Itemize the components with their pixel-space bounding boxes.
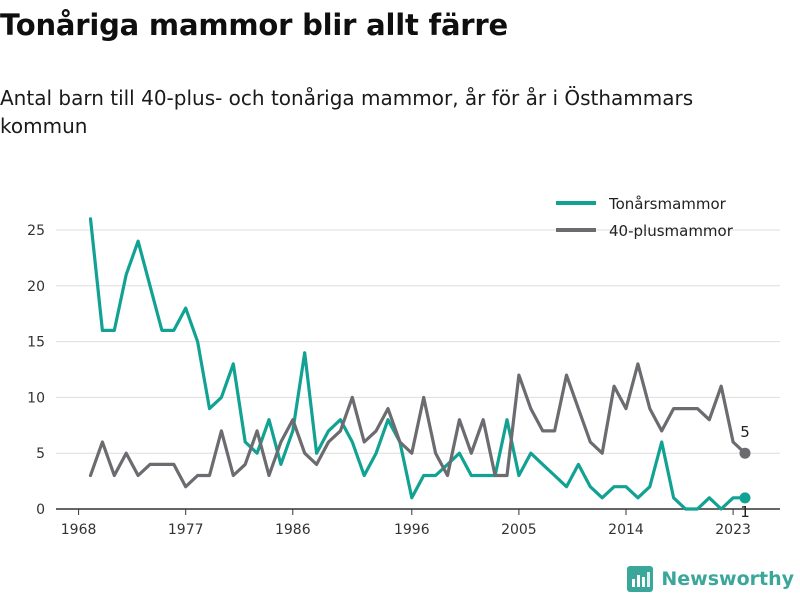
y-tick-label: 5 — [36, 446, 45, 462]
end-label-40plus-mothers: 5 — [740, 423, 750, 441]
x-tick-label: 1996 — [394, 522, 430, 538]
y-tick-label: 15 — [27, 335, 45, 351]
end-label-teenage-mothers: 1 — [740, 503, 750, 521]
page-subtitle: Antal barn till 40-plus- och tonåriga ma… — [0, 86, 694, 138]
series-line-teenage-mothers — [88, 217, 747, 511]
x-tick-label: 1977 — [168, 522, 204, 538]
x-tick-label: 1986 — [275, 522, 311, 538]
x-tick-label: 1968 — [61, 522, 97, 538]
y-tick-label: 25 — [27, 223, 45, 239]
brand-logo: Newsworthy — [627, 566, 794, 592]
end-point-teenage-mothers — [739, 492, 751, 504]
x-tick-label: 2005 — [501, 522, 537, 538]
legend-label-40plus-mothers: 40-plusmammor — [609, 222, 734, 240]
x-tick-label: 2014 — [608, 522, 644, 538]
newsworthy-logo-icon — [627, 566, 654, 592]
y-tick-label: 20 — [27, 279, 45, 295]
series-line-40plus-mothers — [88, 362, 747, 489]
legend: Tonårsmammor 40-plusmammor — [556, 195, 734, 240]
series-lines: 15 — [88, 217, 751, 521]
x-tick-label: 2023 — [715, 522, 751, 538]
page-title: Tonåriga mammor blir allt färre — [0, 8, 508, 42]
end-point-40plus-mothers — [739, 447, 751, 459]
brand-name: Newsworthy — [661, 568, 794, 590]
y-tick-label: 10 — [27, 390, 45, 406]
y-tick-label: 0 — [36, 502, 45, 518]
legend-label-teenage-mothers: Tonårsmammor — [608, 195, 727, 213]
